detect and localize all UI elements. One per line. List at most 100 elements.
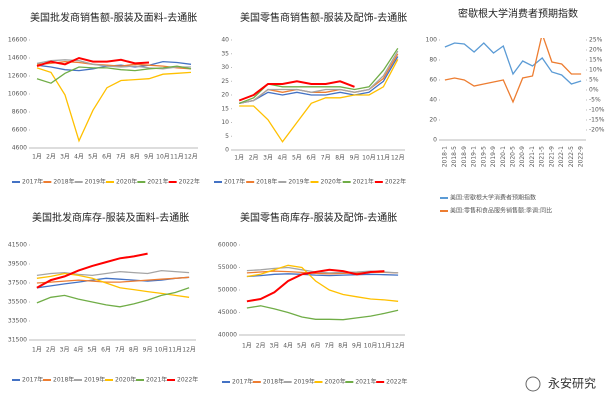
y-tick-label: 50000 xyxy=(218,287,237,294)
x-tick-label: 4月 xyxy=(283,343,293,350)
chart-title: 美国批发商库存-服装及面料-去通胀 xyxy=(32,211,189,224)
y-tick-label: 37500 xyxy=(8,280,27,287)
x-tick-label: 3月 xyxy=(60,154,70,161)
x-tick-label: 2021-5 xyxy=(539,146,546,167)
y2-tick-label: 0% xyxy=(589,87,599,94)
y-tick-label: 10 xyxy=(221,119,229,126)
legend-label: 2017年 xyxy=(22,178,43,186)
x-tick-label: 10月 xyxy=(155,347,169,354)
series-line xyxy=(36,65,192,84)
x-tick-label: 6月 xyxy=(306,155,316,162)
x-tick-label: 1月 xyxy=(32,347,42,354)
series-line xyxy=(36,276,190,289)
x-tick-label: 11月 xyxy=(378,343,392,350)
legend-label: 2021年 xyxy=(147,178,168,186)
series-line xyxy=(238,80,355,102)
x-tick-label: 11月 xyxy=(170,154,184,161)
chart-title: 密歇根大学消费者预期指数 xyxy=(458,7,578,20)
series-line xyxy=(36,252,148,289)
x-tick-label: 2月 xyxy=(46,347,56,354)
legend-label: 2022年 xyxy=(386,378,407,386)
series-line xyxy=(36,272,190,298)
x-tick-label: 6月 xyxy=(311,343,321,350)
x-tick-label: 3月 xyxy=(60,347,70,354)
legend-label: 2017年 xyxy=(22,376,43,384)
y-tick-label: 60000 xyxy=(218,242,237,249)
y2-tick-label: 25% xyxy=(589,37,603,44)
x-tick-label: 9月 xyxy=(144,154,154,161)
y-tick-label: 41500 xyxy=(8,242,27,249)
x-tick-label: 3月 xyxy=(269,343,279,350)
series-line xyxy=(246,273,399,278)
chart-title: 美国零售商库存-服装及配饰-去通胀 xyxy=(240,211,397,224)
x-tick-label: 7月 xyxy=(115,347,125,354)
y-tick-label: 31500 xyxy=(8,337,27,344)
x-tick-label: 10月 xyxy=(364,343,378,350)
series-line xyxy=(246,264,399,302)
y2-tick-label: 15% xyxy=(589,57,603,64)
x-tick-label: 5月 xyxy=(88,154,98,161)
legend-label: 2021年 xyxy=(355,378,376,386)
x-tick-label: 2022-5 xyxy=(568,146,575,167)
x-tick-label: 11月 xyxy=(168,347,182,354)
x-tick-label: 2019-9 xyxy=(490,146,497,167)
x-tick-label: 6月 xyxy=(102,154,112,161)
y-tick-label: 80 xyxy=(429,57,437,64)
legend-label: 2019年 xyxy=(84,376,105,384)
legend-label: 2019年 xyxy=(294,378,315,386)
x-tick-label: 2021-9 xyxy=(548,146,555,167)
y2-tick-label: -15% xyxy=(589,117,605,124)
legend-label: 2022年 xyxy=(179,178,200,186)
x-tick-label: 1月 xyxy=(242,343,252,350)
series-line xyxy=(36,287,190,308)
y-tick-label: 0 xyxy=(433,137,437,144)
legend-label: 2020年 xyxy=(116,178,137,186)
y-tick-label: 40 xyxy=(221,37,229,44)
x-tick-label: 12月 xyxy=(184,154,198,161)
legend-label: 2018年 xyxy=(263,378,284,386)
x-tick-label: 2018-1 xyxy=(441,146,448,167)
y2-tick-label: 10% xyxy=(589,67,603,74)
y-tick-label: 35 xyxy=(221,50,229,57)
x-tick-label: 3月 xyxy=(263,155,273,162)
x-tick-label: 2月 xyxy=(46,154,56,161)
x-tick-label: 4月 xyxy=(74,154,84,161)
x-tick-label: 5月 xyxy=(297,343,307,350)
legend-label: 2020年 xyxy=(325,378,346,386)
y2-tick-label: 20% xyxy=(589,47,603,54)
y-tick-label: 40 xyxy=(429,97,437,104)
y-tick-label: 20 xyxy=(221,92,229,99)
y2-tick-label: -10% xyxy=(589,107,605,114)
y-tick-label: 39500 xyxy=(8,261,27,268)
y-tick-label: 60 xyxy=(429,77,437,84)
series-line xyxy=(36,67,192,143)
x-tick-label: 12月 xyxy=(391,343,405,350)
series-line xyxy=(36,59,191,70)
y2-tick-label: 5% xyxy=(589,77,599,84)
y2-tick-label: -20% xyxy=(589,127,605,134)
x-tick-label: 5月 xyxy=(292,155,302,162)
y-tick-label: 25 xyxy=(221,78,229,85)
x-tick-label: 9月 xyxy=(350,155,360,162)
x-tick-label: 10月 xyxy=(156,154,170,161)
legend-label: 2018年 xyxy=(256,178,277,186)
y-tick-label: 16600 xyxy=(8,37,27,44)
x-tick-label: 9月 xyxy=(143,347,153,354)
y-tick-label: 4600 xyxy=(12,145,27,152)
y-tick-label: 10600 xyxy=(8,91,27,98)
series-line xyxy=(444,42,582,85)
x-tick-label: 2018-9 xyxy=(461,146,468,167)
x-tick-label: 8月 xyxy=(335,155,345,162)
x-tick-label: 5月 xyxy=(87,347,97,354)
legend-label: 2021年 xyxy=(146,376,167,384)
x-tick-label: 8月 xyxy=(130,154,140,161)
legend-label: 2017年 xyxy=(232,378,253,386)
x-tick-label: 2月 xyxy=(249,155,259,162)
y-tick-label: 40000 xyxy=(218,332,237,339)
y-tick-label: 8600 xyxy=(12,109,27,116)
x-tick-label: 7月 xyxy=(116,154,126,161)
x-tick-label: 2月 xyxy=(256,343,266,350)
y-tick-label: 45000 xyxy=(218,309,237,316)
x-tick-label: 7月 xyxy=(321,155,331,162)
